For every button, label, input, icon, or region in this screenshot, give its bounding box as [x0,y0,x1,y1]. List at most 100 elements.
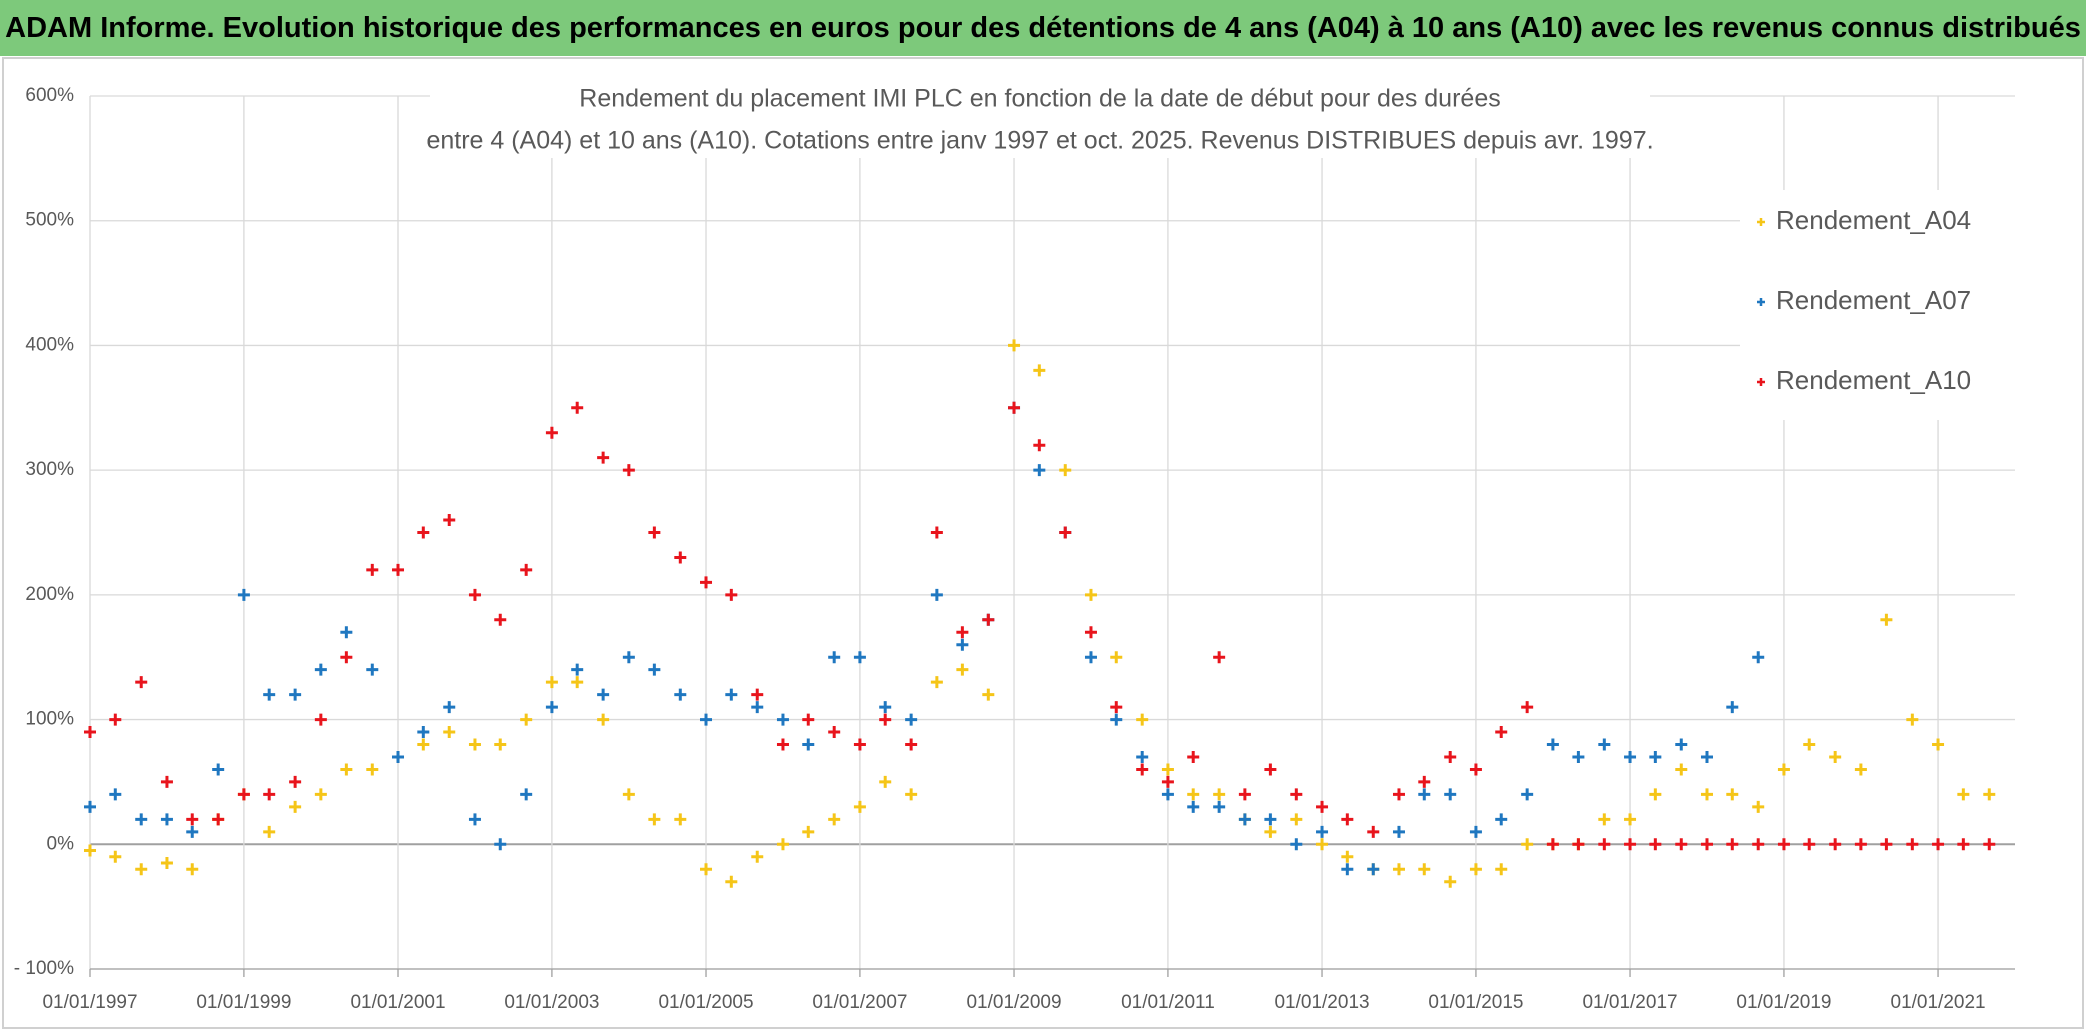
data-point [1316,800,1329,813]
data-point [520,788,533,801]
data-point [1136,713,1149,726]
data-point [1341,813,1354,826]
data-point [1777,838,1790,851]
data-point [1213,800,1226,813]
data-point [597,451,610,464]
data-point [982,613,995,626]
data-point [212,813,225,826]
subtitle-backdrop [430,80,1650,158]
data-point [1392,788,1405,801]
data-point [1418,863,1431,876]
legend-marker [1757,218,1765,226]
data-point [1290,813,1303,826]
data-point [1033,364,1046,377]
data-point [84,726,96,739]
data-point [1367,825,1380,838]
data-point [1572,750,1585,763]
data-point [1264,813,1277,826]
data-point [212,763,225,776]
data-point [1084,626,1097,639]
data-point [802,825,815,838]
x-tick-label: 01/01/2009 [966,992,1061,1013]
x-tick-label: 01/01/2015 [1428,992,1523,1013]
data-point [776,838,789,851]
data-point [1624,838,1637,851]
data-point [109,713,122,726]
data-point [1932,838,1945,851]
chart-subtitle: entre 4 (A04) et 10 ans (A10). Cotations… [426,127,1653,155]
data-point [1906,838,1919,851]
data-point [751,688,764,701]
data-point [1598,838,1611,851]
data-point [1598,813,1611,826]
data-point [468,588,481,601]
data-point [443,701,456,714]
data-point [853,800,866,813]
data-point [392,750,405,763]
data-point [571,663,584,676]
data-point [1675,738,1688,751]
data-point [930,526,943,539]
data-point [1290,838,1303,851]
data-point [417,526,430,539]
data-point [622,464,635,477]
data-point [1316,825,1329,838]
data-point [1675,838,1688,851]
data-point [494,738,507,751]
data-point [1829,750,1842,763]
data-point [1675,763,1688,776]
x-tick-label: 01/01/2017 [1582,992,1677,1013]
data-point [237,788,250,801]
data-point [1264,763,1277,776]
data-point [109,850,122,863]
data-point [417,738,430,751]
x-tick-label: 01/01/2007 [812,992,907,1013]
data-point [1726,838,1739,851]
data-point [1521,788,1534,801]
data-point [545,426,558,439]
legend-label: Rendement_A04 [1776,205,1971,235]
data-point [366,763,379,776]
data-point [1624,750,1637,763]
data-point [930,588,943,601]
x-tick-label: 01/01/1997 [42,992,137,1013]
header-band: ADAM Informe. Evolution historique des p… [0,0,2086,56]
data-point [1238,813,1251,826]
x-tick-label: 01/01/2019 [1736,992,1831,1013]
y-tick-label: 100% [25,709,74,730]
data-point [1110,713,1123,726]
data-point [905,713,918,726]
data-point [1572,838,1585,851]
data-point [1444,750,1457,763]
data-point [545,701,558,714]
data-point [1906,713,1919,726]
data-point [1803,738,1816,751]
data-point [1829,838,1842,851]
y-tick-label: 300% [25,459,74,480]
x-tick-label: 01/01/2011 [1121,992,1215,1013]
chart-frame [2,57,2084,1029]
data-point [366,563,379,576]
page-header: ADAM Informe. Evolution historique des p… [5,12,2081,44]
data-point [468,813,481,826]
data-point [700,863,713,876]
data-point [648,526,661,539]
data-point [1084,651,1097,664]
y-tick-label: 600% [25,85,74,106]
data-point [956,663,969,676]
data-point [1469,763,1482,776]
data-point [930,676,943,689]
data-point [160,775,173,788]
data-point [1932,738,1945,751]
data-point [1957,838,1970,851]
data-point [109,788,122,801]
data-point [1649,788,1662,801]
data-point [571,401,584,414]
data-point [1187,788,1200,801]
data-point [1521,701,1534,714]
data-point [545,676,558,689]
legend-label: Rendement_A10 [1776,365,1971,395]
data-point [622,651,635,664]
data-point [853,651,866,664]
